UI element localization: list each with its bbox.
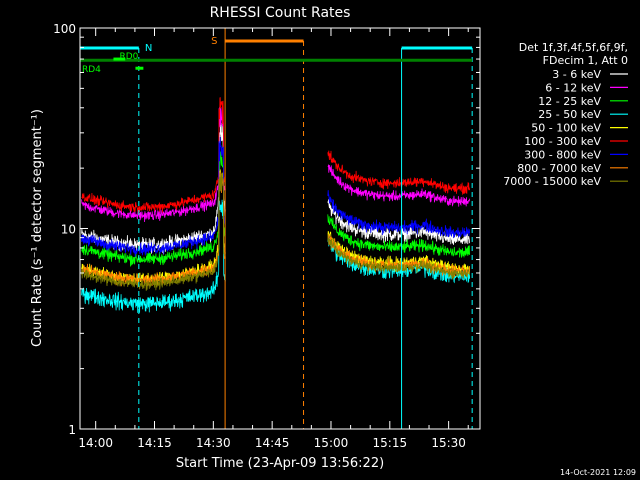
legend-entry-label-5: 100 - 300 keV (524, 135, 601, 148)
y-axis-label: Count Rate (s⁻¹ detector segment⁻¹) (30, 109, 45, 347)
saa-label: S (211, 36, 217, 47)
x-tick-label-5: 15:15 (373, 436, 408, 450)
x-tick-label-0: 14:00 (78, 436, 113, 450)
legend-entry-label-2: 12 - 25 keV (538, 95, 601, 108)
series-layer (81, 97, 470, 313)
x-axis-label: Start Time (23-Apr-09 13:56:22) (176, 456, 384, 471)
x-tick-label-4: 15:00 (314, 436, 349, 450)
series-line-5 (81, 97, 470, 214)
legend-entry-label-0: 3 - 6 keV (552, 68, 601, 81)
series-line-2 (81, 151, 470, 268)
x-tick-label-6: 15:30 (431, 436, 466, 450)
chart-title: RHESSI Count Rates (210, 5, 351, 21)
legend-header-line-1: Det 1f,3f,4f,5f,6f,9f, (519, 41, 628, 54)
series-line-0 (81, 121, 470, 255)
legend: Det 1f,3f,4f,5f,6f,9f, FDecim 1, Att 0 3… (503, 41, 628, 188)
y-tick-label-1: 10 (61, 223, 76, 237)
y-tick-label-0: 1 (68, 423, 76, 437)
x-tick-label-3: 14:45 (255, 436, 290, 450)
generation-stamp: 14-Oct-2021 12:09 (560, 468, 636, 477)
night-label-0: N (145, 43, 152, 54)
axis-layer: 14:00 14:15 14:30 14:45 15:00 15:15 15:30 1 10 10… (53, 22, 480, 450)
decimation-label-1: RD4 (82, 65, 101, 75)
legend-entry-label-6: 300 - 800 keV (524, 148, 601, 161)
series-line-6 (81, 136, 470, 257)
legend-entry-label-1: 6 - 12 keV (545, 81, 601, 94)
decimation-label-0: RD0 (119, 52, 138, 62)
legend-entry-label-8: 7000 - 15000 keV (503, 175, 601, 188)
legend-header-line-2: FDecim 1, Att 0 (543, 54, 628, 67)
series-line-1 (81, 103, 470, 223)
annotation-layer: N S RD0 RD4 (79, 28, 473, 429)
legend-entry-label-3: 25 - 50 keV (538, 108, 601, 121)
legend-entry-label-7: 800 - 7000 keV (517, 162, 601, 175)
x-tick-label-1: 14:15 (137, 436, 172, 450)
legend-entry-label-4: 50 - 100 keV (531, 122, 601, 135)
series-line-8 (81, 172, 470, 291)
x-tick-label-2: 14:30 (196, 436, 231, 450)
y-tick-label-2: 100 (53, 22, 76, 36)
